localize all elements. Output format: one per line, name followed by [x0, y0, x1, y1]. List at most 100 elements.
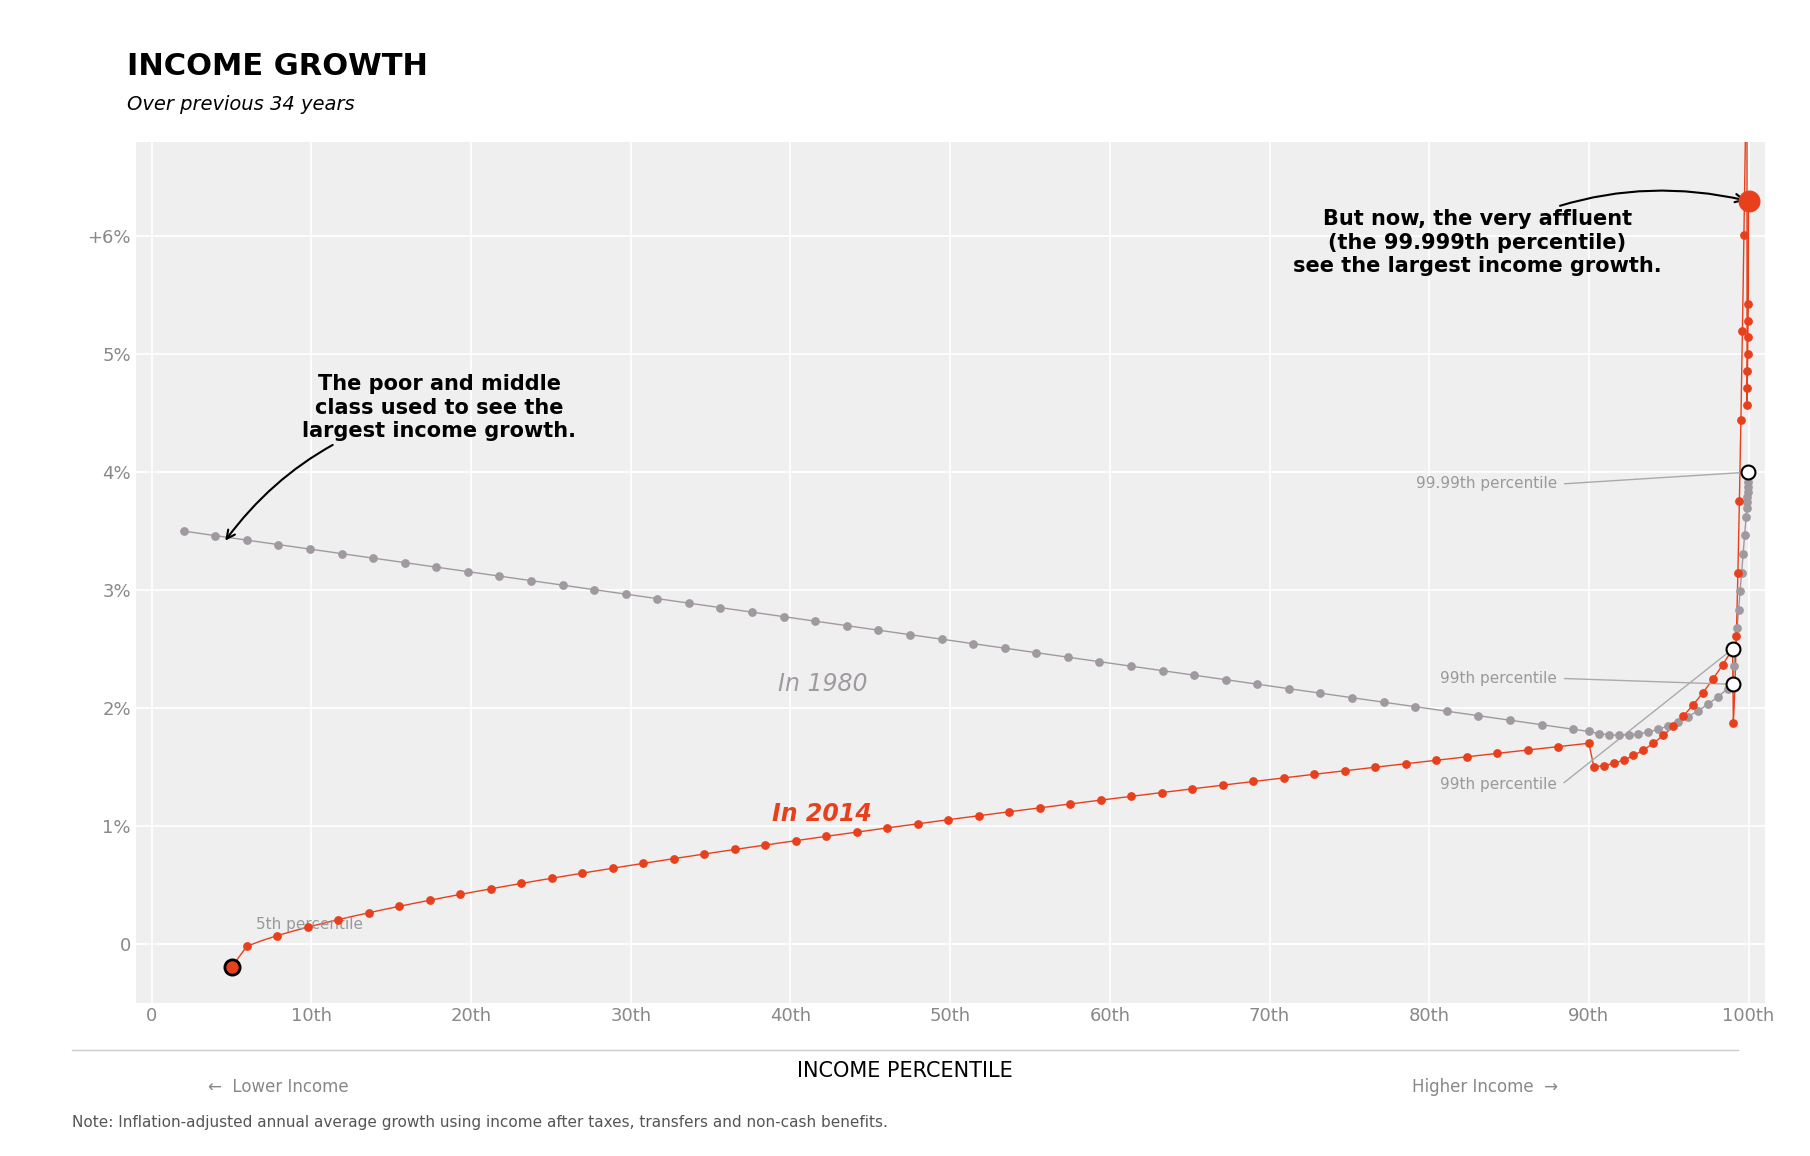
Point [706, 599, 735, 617]
Point [1148, 661, 1176, 680]
Point [1117, 787, 1146, 806]
Point [476, 880, 505, 898]
Point [720, 840, 749, 859]
Point [1734, 344, 1763, 363]
Point [1649, 726, 1678, 744]
Point [1580, 757, 1609, 776]
Point [262, 926, 291, 944]
Point [1600, 754, 1629, 772]
Point [422, 558, 451, 577]
Point [1734, 328, 1763, 347]
Point [1180, 666, 1209, 684]
Point [391, 554, 420, 572]
Point [217, 958, 246, 977]
Point [1452, 748, 1481, 766]
Point [1618, 747, 1647, 765]
Point [538, 869, 567, 888]
Point [659, 850, 688, 868]
Text: In 1980: In 1980 [778, 673, 867, 696]
Point [1086, 791, 1115, 809]
Point [414, 891, 443, 910]
Point [1734, 479, 1763, 497]
Point [1721, 638, 1750, 657]
Point [1211, 670, 1240, 689]
Point [1720, 657, 1748, 675]
Point [1732, 498, 1761, 517]
Point [1709, 655, 1738, 674]
Point [1209, 776, 1238, 794]
Point [1663, 712, 1692, 731]
Point [959, 635, 988, 653]
Point [903, 815, 932, 833]
Point [328, 544, 357, 563]
Point [1330, 762, 1359, 780]
Point [1732, 488, 1761, 506]
Point [1703, 688, 1732, 706]
Point [996, 802, 1024, 821]
Text: INCOME GROWTH: INCOME GROWTH [127, 52, 427, 81]
Point [1732, 494, 1761, 512]
Point [1654, 717, 1683, 735]
Point [1721, 627, 1750, 645]
Text: Note: Inflation-adjusted annual average growth using income after taxes, transfe: Note: Inflation-adjusted annual average … [72, 1116, 889, 1131]
Point [1683, 702, 1712, 720]
Point [1732, 15, 1761, 34]
Point [1495, 711, 1524, 729]
Point [1513, 741, 1542, 759]
Point [1368, 692, 1397, 711]
Point [769, 607, 798, 625]
Point [965, 807, 994, 825]
Point [1084, 652, 1113, 670]
Point [217, 958, 246, 977]
Point [1718, 639, 1747, 658]
Point [1629, 741, 1658, 759]
Point [863, 621, 892, 639]
Point [1734, 295, 1763, 313]
Point [201, 526, 230, 544]
Point [1729, 323, 1758, 341]
Text: 99th percentile: 99th percentile [1441, 670, 1557, 686]
Point [1464, 706, 1493, 725]
Point [485, 566, 514, 585]
Text: 99th percentile: 99th percentile [1441, 777, 1557, 792]
Text: But now, the very affluent
(the 99.999th percentile)
see the largest income grow: But now, the very affluent (the 99.999th… [1292, 191, 1743, 276]
Point [1624, 725, 1653, 743]
Point [990, 639, 1019, 658]
Text: 5th percentile: 5th percentile [255, 917, 362, 932]
Point [568, 864, 597, 882]
Point [264, 535, 293, 554]
Point [738, 603, 767, 622]
Point [643, 590, 672, 608]
Point [1669, 707, 1698, 726]
Point [1595, 726, 1624, 744]
Point [1589, 756, 1618, 775]
Point [1723, 620, 1752, 638]
Point [293, 918, 322, 936]
Point [1678, 696, 1707, 714]
Point [872, 818, 901, 837]
Point [1734, 468, 1763, 487]
Point [1730, 227, 1759, 245]
Point [833, 616, 862, 635]
Point [1732, 362, 1761, 380]
Point [1689, 683, 1718, 702]
Point [1732, 379, 1761, 398]
Point [1732, 395, 1761, 414]
Point [1718, 675, 1747, 694]
Point [548, 576, 577, 594]
Point [1423, 751, 1452, 770]
Point [800, 612, 829, 630]
Point [1718, 639, 1747, 658]
Point [445, 885, 474, 904]
Point [386, 897, 414, 916]
Point [675, 594, 704, 613]
Point [1720, 713, 1748, 732]
Point [1117, 657, 1146, 675]
Point [1432, 702, 1461, 720]
Point [168, 521, 197, 540]
Point [1528, 716, 1557, 734]
Text: INCOME PERCENTILE: INCOME PERCENTILE [796, 1061, 1014, 1081]
Point [1725, 581, 1754, 600]
Point [579, 580, 608, 599]
Point [1634, 722, 1663, 741]
